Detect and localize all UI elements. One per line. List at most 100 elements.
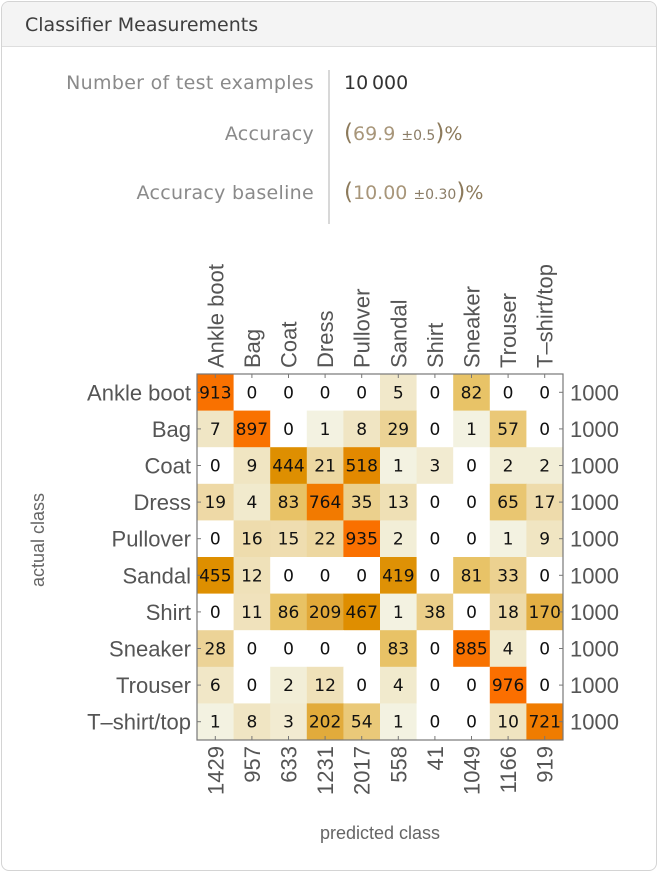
cell-value: 1 bbox=[210, 713, 221, 733]
matrix-cell bbox=[343, 557, 381, 595]
cell-value: 0 bbox=[466, 457, 477, 477]
cell-value: 0 bbox=[320, 566, 331, 586]
matrix-cell bbox=[453, 630, 491, 668]
cell-value: 0 bbox=[539, 566, 550, 586]
matrix-cell bbox=[489, 374, 527, 412]
stat-value-test-examples: 10 000 bbox=[344, 72, 409, 94]
cell-value: 83 bbox=[278, 493, 300, 513]
cell-value: 0 bbox=[283, 640, 294, 660]
cell-value: 2 bbox=[503, 457, 514, 477]
cell-value: 12 bbox=[241, 566, 263, 586]
cell-value: 4 bbox=[503, 640, 514, 660]
matrix-cell bbox=[380, 703, 418, 741]
column-total: 957 bbox=[240, 746, 265, 783]
cell-value: 764 bbox=[309, 493, 341, 513]
cell-value: 455 bbox=[199, 566, 231, 586]
cell-value: 29 bbox=[387, 420, 409, 440]
cell-value: 0 bbox=[539, 640, 550, 660]
matrix-cell bbox=[197, 374, 235, 412]
matrix-cell bbox=[526, 557, 564, 595]
cell-value: 3 bbox=[429, 457, 440, 477]
matrix-cell bbox=[416, 410, 454, 448]
row-total: 1000 bbox=[570, 380, 619, 405]
cell-value: 202 bbox=[309, 713, 341, 733]
stat-label-accuracy: Accuracy bbox=[224, 123, 314, 145]
matrix-cell bbox=[233, 483, 271, 521]
cell-value: 0 bbox=[210, 603, 221, 623]
cell-value: 1 bbox=[503, 530, 514, 550]
matrix-cell bbox=[453, 666, 491, 704]
x-axis-label: predicted class bbox=[320, 823, 440, 843]
cell-value: 0 bbox=[429, 640, 440, 660]
matrix-cell bbox=[380, 557, 418, 595]
matrix-cell bbox=[526, 483, 564, 521]
matrix-cell bbox=[380, 630, 418, 668]
cell-value: 33 bbox=[497, 566, 519, 586]
column-label: Dress bbox=[313, 311, 338, 368]
matrix-cell bbox=[306, 410, 344, 448]
cell-value: 0 bbox=[539, 676, 550, 696]
cell-value: 6 bbox=[210, 676, 221, 696]
cell-value: 22 bbox=[314, 530, 336, 550]
cell-value: 0 bbox=[466, 603, 477, 623]
cell-value: 0 bbox=[246, 676, 257, 696]
cell-value: 0 bbox=[246, 640, 257, 660]
row-label: T–shirt/top bbox=[87, 710, 191, 735]
cell-value: 82 bbox=[461, 383, 483, 403]
cell-value: 0 bbox=[210, 530, 221, 550]
cell-value: 5 bbox=[393, 383, 404, 403]
row-total: 1000 bbox=[570, 527, 619, 552]
matrix-cell bbox=[489, 447, 527, 485]
cell-value: 444 bbox=[272, 457, 304, 477]
matrix-cell bbox=[343, 520, 381, 558]
row-label: Pullover bbox=[112, 527, 191, 552]
column-label: Bag bbox=[240, 329, 265, 368]
matrix-cell bbox=[197, 557, 235, 595]
column-label: Trouser bbox=[496, 293, 521, 368]
row-total: 1000 bbox=[570, 600, 619, 625]
matrix-cell bbox=[489, 630, 527, 668]
matrix-cell bbox=[306, 630, 344, 668]
matrix-cell bbox=[526, 666, 564, 704]
column-label: Sneaker bbox=[460, 286, 485, 368]
cell-value: 209 bbox=[309, 603, 341, 623]
matrix-cell bbox=[233, 703, 271, 741]
matrix-cell bbox=[233, 557, 271, 595]
cell-value: 0 bbox=[466, 676, 477, 696]
column-label: Shirt bbox=[423, 323, 448, 368]
cell-value: 1 bbox=[320, 420, 331, 440]
cell-value: 0 bbox=[429, 420, 440, 440]
cell-value: 0 bbox=[429, 383, 440, 403]
matrix-cell bbox=[380, 483, 418, 521]
cell-value: 0 bbox=[466, 493, 477, 513]
row-total: 1000 bbox=[570, 417, 619, 442]
matrix-cell bbox=[526, 703, 564, 741]
matrix-cell bbox=[306, 703, 344, 741]
matrix-cell bbox=[233, 630, 271, 668]
cell-value: 0 bbox=[356, 640, 367, 660]
matrix-cell bbox=[343, 447, 381, 485]
cell-value: 86 bbox=[278, 603, 300, 623]
matrix-cell bbox=[343, 483, 381, 521]
row-total: 1000 bbox=[570, 637, 619, 662]
matrix-cell bbox=[416, 520, 454, 558]
cell-value: 3 bbox=[283, 713, 294, 733]
matrix-cell bbox=[270, 593, 308, 631]
column-label: Coat bbox=[277, 322, 302, 368]
cell-value: 0 bbox=[429, 493, 440, 513]
matrix-cell bbox=[233, 447, 271, 485]
matrix-cell bbox=[453, 593, 491, 631]
matrix-cell bbox=[270, 410, 308, 448]
cell-value: 0 bbox=[356, 383, 367, 403]
matrix-cell bbox=[453, 557, 491, 595]
cell-value: 35 bbox=[351, 493, 373, 513]
matrix-cell bbox=[453, 520, 491, 558]
column-total: 1429 bbox=[203, 746, 228, 795]
matrix-cell bbox=[526, 374, 564, 412]
row-label: Shirt bbox=[146, 600, 191, 625]
column-total: 1166 bbox=[496, 746, 521, 793]
cell-value: 17 bbox=[534, 493, 556, 513]
cell-value: 0 bbox=[320, 383, 331, 403]
cell-value: 18 bbox=[497, 603, 519, 623]
row-total: 1000 bbox=[570, 490, 619, 515]
